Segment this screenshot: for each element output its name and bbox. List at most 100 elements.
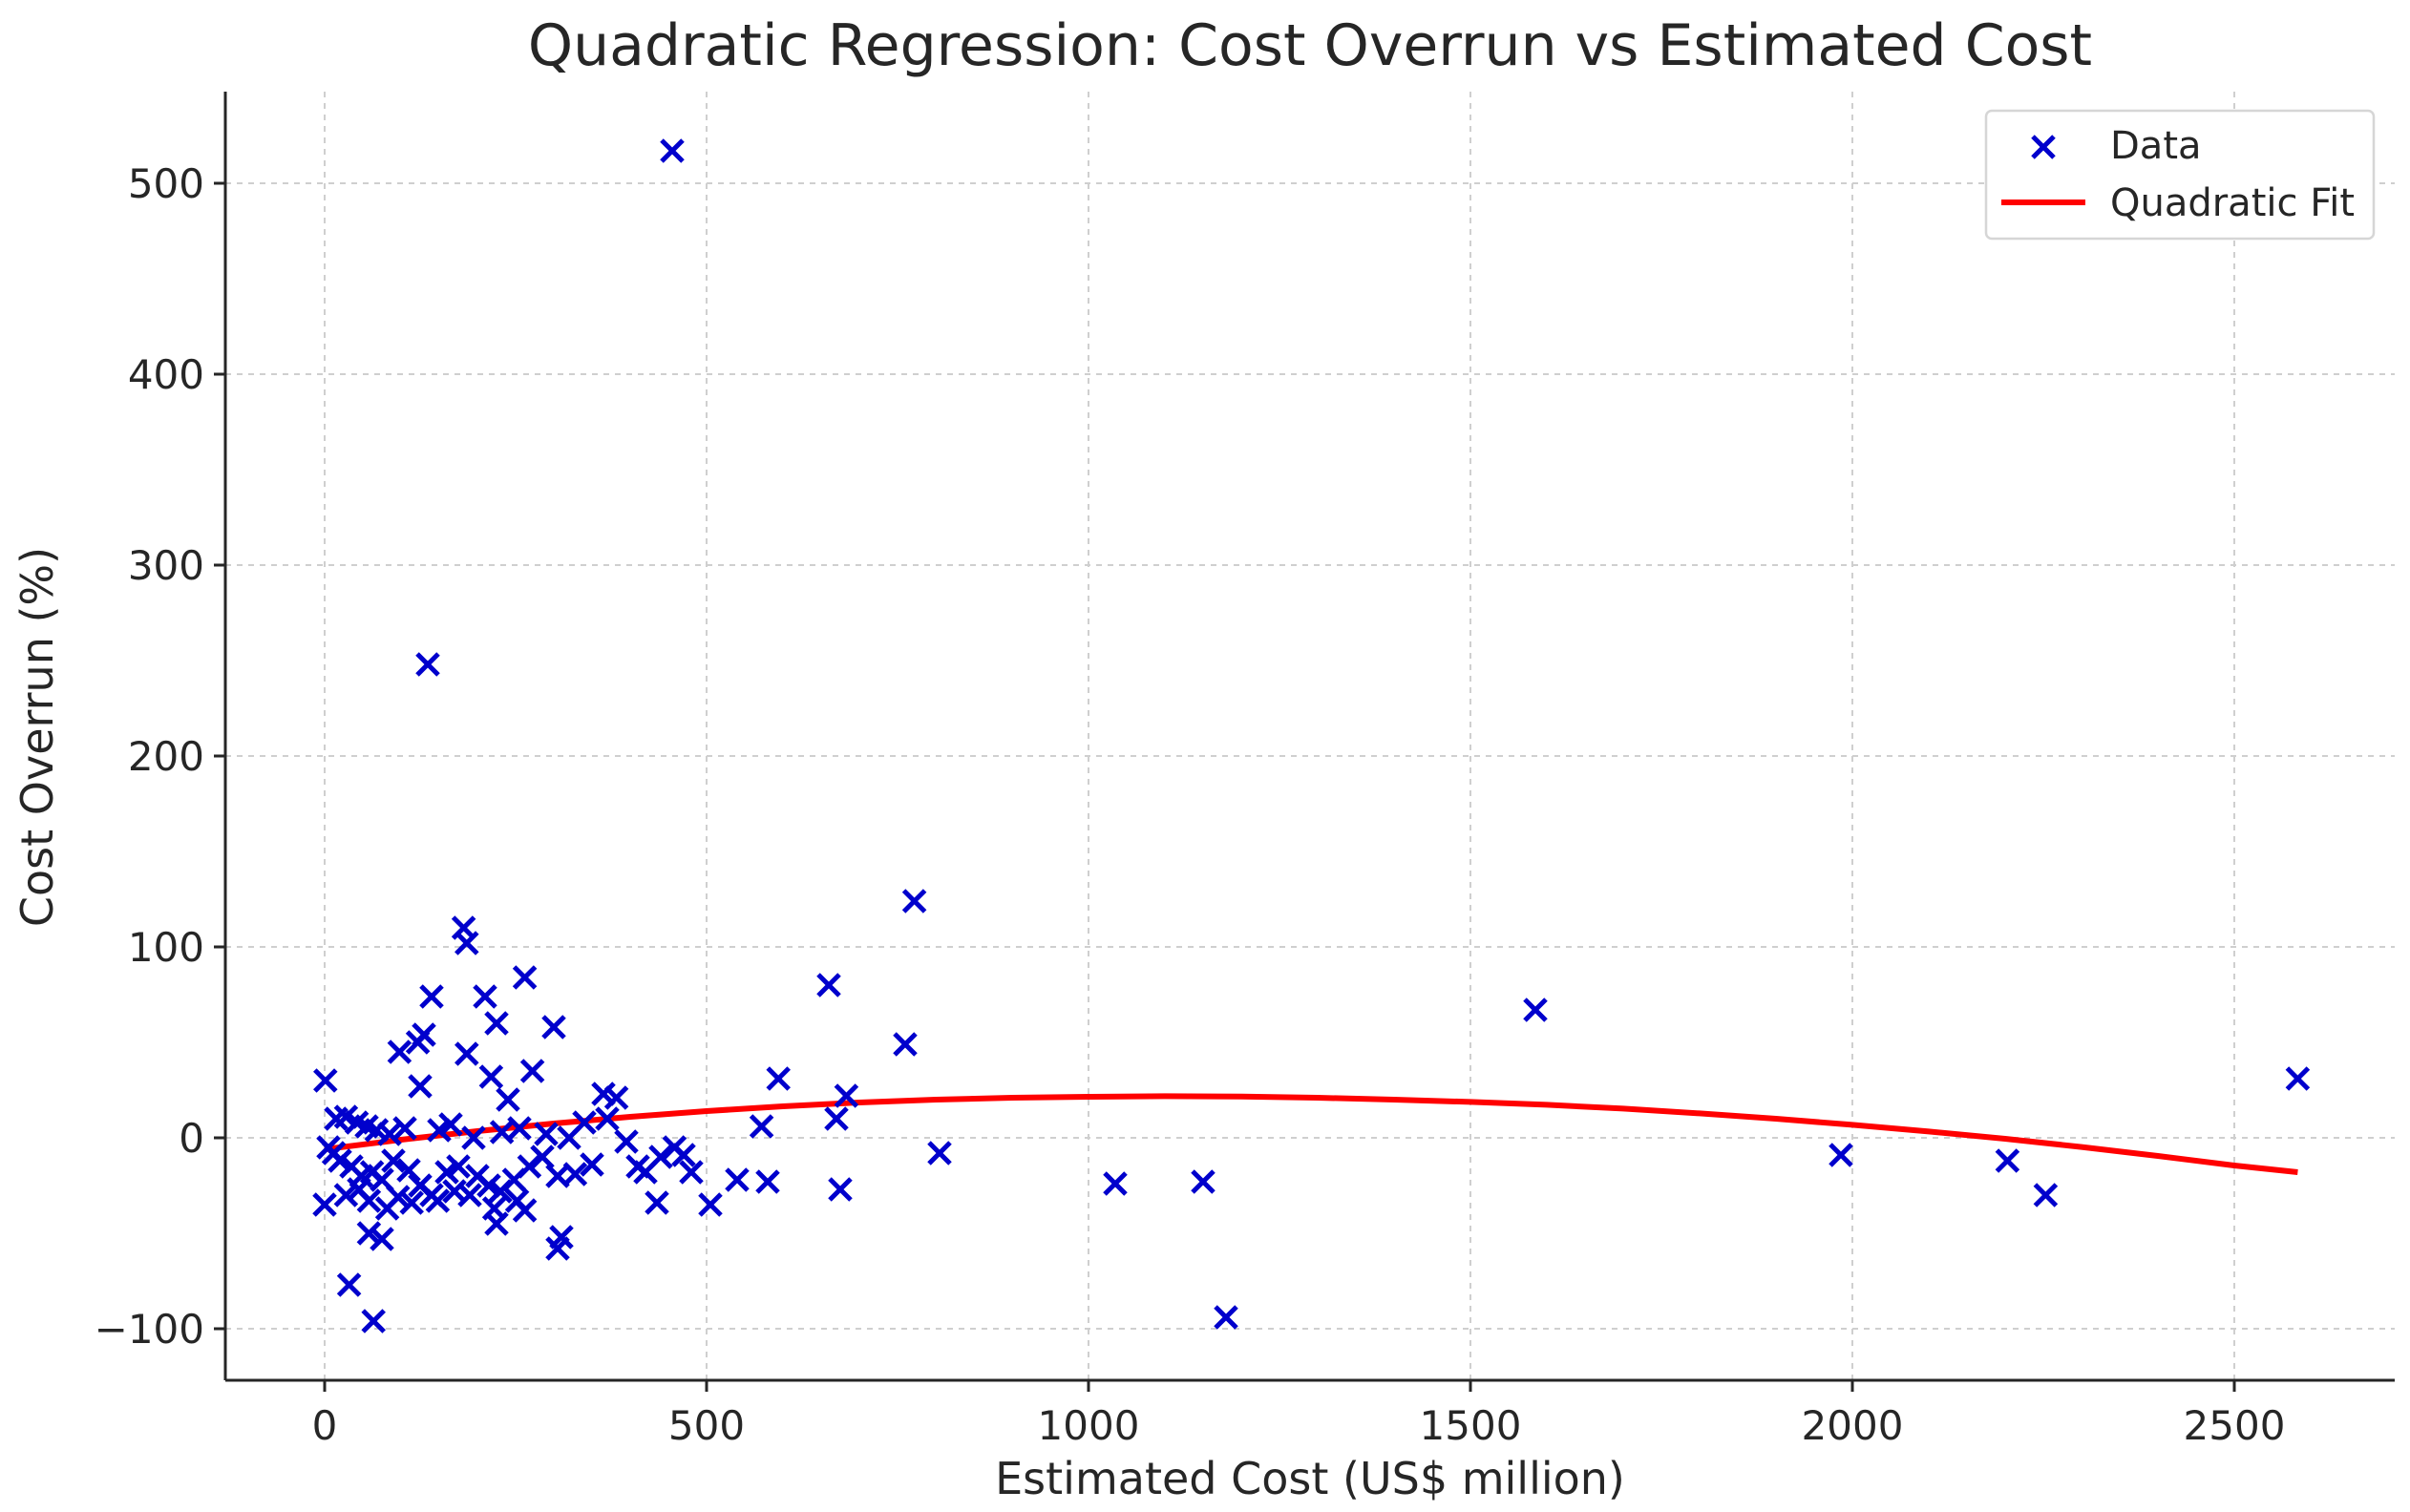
x-tick-label: 0 [312,1402,338,1449]
y-tick-label: 200 [128,733,204,780]
data-point [755,1169,780,1194]
data-point [496,1087,520,1112]
data-point [645,1190,669,1215]
data-point [457,1183,482,1208]
data-point [507,1116,532,1141]
data-point [312,1192,337,1217]
legend: Data Quadratic Fit [1984,109,2376,241]
data-point [313,1068,338,1093]
data-point [387,1040,412,1064]
data-point [425,1188,451,1213]
data-point [392,1116,417,1141]
data-point [1214,1305,1238,1330]
data-point [901,889,927,914]
data-point [438,1112,463,1137]
data-point [824,1106,849,1131]
data-point [419,984,444,1009]
data-points [312,138,2311,1334]
legend-data-marker-icon [2031,135,2056,159]
data-point [519,1059,545,1083]
data-point [893,1032,918,1057]
data-point [1523,998,1548,1022]
data-point [396,1158,421,1183]
quadratic-fit-line [324,1093,2298,1175]
y-tick-label: −100 [95,1306,204,1353]
data-point [595,1106,620,1131]
axes [214,92,2395,1392]
tick-labels: 0 500 1000 1500 2000 2500 −100 0 100 200 300 400 500 [95,160,2286,1449]
data-point [725,1167,750,1192]
y-tick-label: 300 [128,542,204,589]
data-point [405,1030,431,1055]
data-point [333,1183,359,1208]
data-point [2033,1183,2059,1208]
data-point [408,1074,433,1099]
legend-frame [1984,109,2376,241]
data-point [517,1154,542,1179]
legend-label-data: Data [2110,124,2202,168]
data-point [530,1144,555,1169]
data-point [698,1192,723,1217]
data-point [455,931,479,956]
data-point [660,138,685,163]
data-point [361,1309,386,1334]
data-point [370,1227,394,1251]
x-axis-label: Estimated Cost (US$ million) [995,1453,1625,1504]
data-point [545,1236,570,1261]
data-point [446,1154,471,1179]
data-point [766,1066,791,1091]
legend-x-marker [2031,135,2056,159]
data-point [356,1221,382,1246]
data-point [603,1085,629,1110]
data-point [1191,1169,1216,1194]
data-point [1829,1143,1853,1167]
legend-label-quadratic-fit: Quadratic Fit [2110,181,2355,225]
y-tick-label: 100 [128,924,204,971]
data-point [381,1148,406,1173]
y-axis-label: Cost Overrun (%) [11,547,63,927]
data-point [461,1125,486,1150]
data-point [1995,1148,2020,1173]
y-tick-label: 400 [128,351,204,398]
data-point [671,1143,696,1167]
data-point [834,1083,859,1108]
data-point [484,1211,509,1236]
data-point [816,973,841,998]
data-point [415,652,440,677]
data-point [828,1177,853,1202]
data-point [336,1272,362,1297]
data-point [484,1011,509,1036]
data-point [648,1144,673,1169]
x-tick-label: 500 [668,1402,745,1449]
data-point [749,1114,774,1139]
chart-title: Quadratic Regression: Cost Overrun vs Es… [528,12,2092,79]
data-point [512,1198,538,1223]
x-tick-label: 2500 [2184,1402,2286,1449]
data-point [356,1188,382,1213]
data-point [927,1141,952,1166]
data-point [377,1122,402,1146]
data-point [562,1162,588,1186]
data-point [541,1015,566,1040]
data-point [512,965,538,990]
data-point [580,1152,604,1177]
data-point [2285,1066,2311,1091]
data-point [572,1110,597,1135]
data-point [1103,1171,1128,1196]
fit-layer [324,1093,2298,1175]
data-point [478,1064,504,1089]
data-point [399,1190,424,1215]
x-tick-label: 1000 [1038,1402,1140,1449]
data-point [473,984,497,1009]
x-tick-label: 1500 [1420,1402,1522,1449]
grid [225,92,2395,1380]
data-point [386,1185,411,1209]
data-point [489,1120,515,1144]
data-point [534,1122,559,1146]
y-tick-label: 0 [179,1115,204,1162]
data-point [679,1160,704,1185]
data-point [455,1041,479,1066]
x-tick-label: 2000 [1802,1402,1904,1449]
